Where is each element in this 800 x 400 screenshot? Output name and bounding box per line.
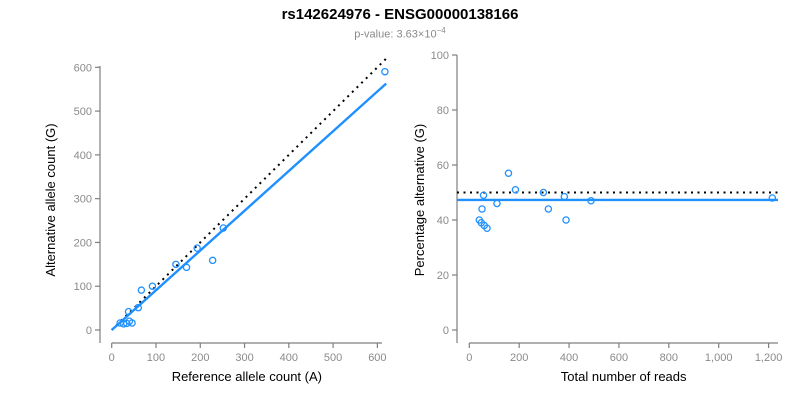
x-tick-label: 0 xyxy=(109,352,115,364)
y-tick-label: 600 xyxy=(74,62,92,74)
data-point xyxy=(493,199,501,208)
y-tick-label: 200 xyxy=(74,237,92,249)
x-tick-label: 300 xyxy=(235,352,253,364)
data-point xyxy=(134,303,143,312)
y-tick-label: 300 xyxy=(74,194,92,206)
allele-counts-plot: 0 100 200 300 400 500 600 0 100 200 300 400 500 600 Re… xyxy=(43,56,389,384)
data-point xyxy=(478,205,486,213)
y-tick-label: 80 xyxy=(437,105,449,117)
x-axis-title: Total number of reads xyxy=(561,369,687,384)
x-tick-label: 1,000 xyxy=(705,352,733,364)
figure-title: rs142624976 - ENSG00000138166 xyxy=(281,6,519,23)
data-point xyxy=(479,191,488,199)
data-point xyxy=(504,169,513,177)
y-tick-label: 500 xyxy=(74,106,92,118)
y-tick-label: 400 xyxy=(74,150,92,162)
x-tick-label: 600 xyxy=(610,352,628,364)
y-tick-label: 0 xyxy=(86,325,92,337)
pvalue-mantissa: 3.63 xyxy=(396,28,418,41)
data-point xyxy=(511,185,520,194)
data-point xyxy=(544,205,553,213)
y-tick-label: 0 xyxy=(443,325,449,337)
percentage-alternative-plot: 0 20 40 60 80 100 0 200 400 600 800 1,000 1,200 Total… xyxy=(412,50,782,384)
x-tick-label: 600 xyxy=(368,352,386,364)
pvalue-label: p-value: xyxy=(354,28,397,41)
data-point xyxy=(381,67,389,76)
y-tick-label: 60 xyxy=(437,160,449,172)
data-point xyxy=(172,260,180,269)
figure-subtitle: p-value: 3.63×10−4 xyxy=(0,26,800,41)
x-tick-label: 500 xyxy=(324,352,342,364)
data-point xyxy=(562,216,570,224)
data-point xyxy=(208,256,217,265)
x-axis-title: Reference allele count (A) xyxy=(172,369,322,384)
y-tick-label: 100 xyxy=(74,281,92,293)
data-point xyxy=(587,196,595,205)
pvalue-times-ten: ×10 xyxy=(417,28,437,41)
x-tick-label: 400 xyxy=(560,352,578,364)
pvalue-exponent: −4 xyxy=(436,26,446,35)
data-point xyxy=(148,282,157,290)
data-point xyxy=(128,319,136,327)
data-point xyxy=(219,224,228,232)
data-point xyxy=(483,224,491,232)
y-tick-label: 100 xyxy=(431,50,449,62)
data-point xyxy=(182,263,191,272)
data-point xyxy=(560,192,569,201)
x-tick-label: 400 xyxy=(280,352,298,364)
data-point xyxy=(768,194,777,202)
y-axis-title: Percentage alternative (G) xyxy=(412,124,427,276)
y-axis-title: Alternative allele count (G) xyxy=(43,123,58,276)
data-point xyxy=(137,286,146,294)
fit-line xyxy=(110,82,388,331)
data-point xyxy=(539,188,548,197)
y-tick-label: 40 xyxy=(437,215,449,227)
y-tick-label: 20 xyxy=(437,270,449,282)
x-tick-label: 0 xyxy=(466,352,472,364)
x-tick-label: 100 xyxy=(147,352,165,364)
data-point xyxy=(193,244,201,252)
x-tick-label: 1,200 xyxy=(755,352,783,364)
data-point xyxy=(124,307,133,316)
x-tick-label: 200 xyxy=(510,352,528,364)
x-tick-label: 200 xyxy=(191,352,209,364)
x-tick-label: 800 xyxy=(660,352,678,364)
